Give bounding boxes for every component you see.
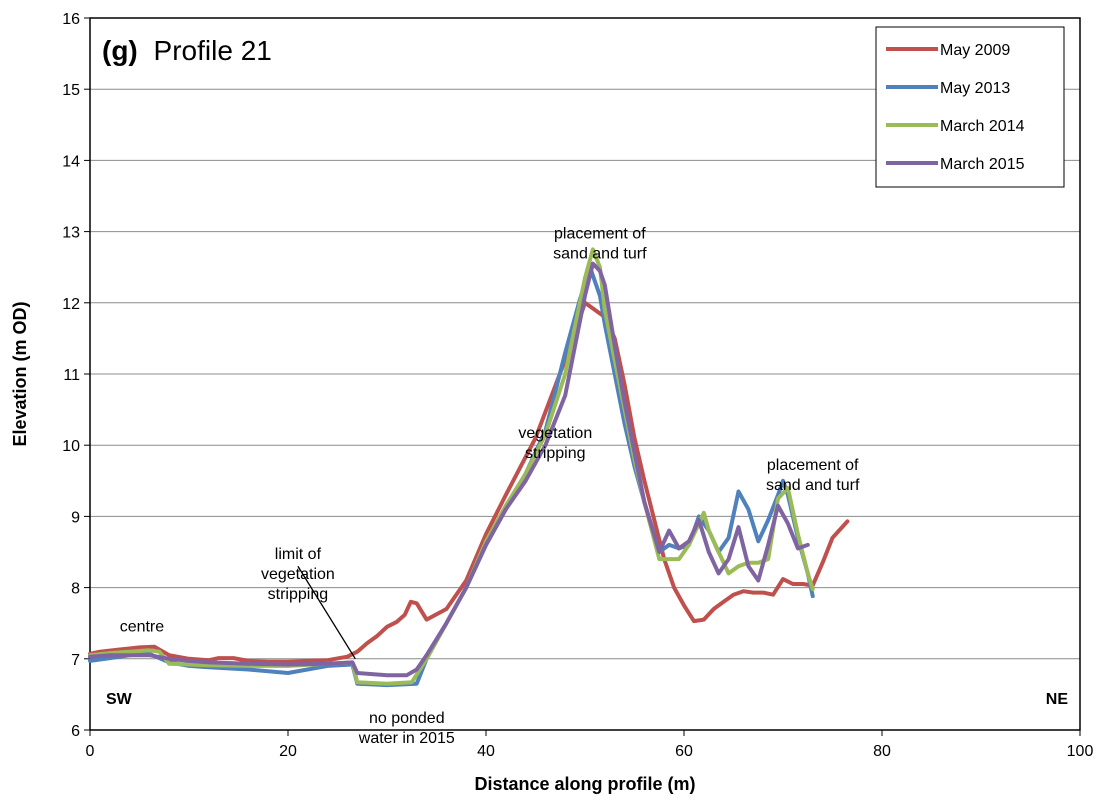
series-layer <box>88 247 850 688</box>
annotation-text: centre <box>120 619 165 636</box>
corner-label-sw: SW <box>106 691 133 708</box>
series-line-may-2009 <box>88 300 850 664</box>
annotation: centre <box>120 619 165 636</box>
x-axis-title: Distance along profile (m) <box>474 774 695 794</box>
annotation: no ponded water in 2015 <box>358 710 455 747</box>
x-tick-label: 60 <box>675 743 693 760</box>
annotation-text: placement of <box>767 457 859 474</box>
annotation-text: no ponded <box>369 710 445 727</box>
annotation-text: sand and turf <box>766 477 860 494</box>
x-tick-label: 20 <box>279 743 297 760</box>
annotation-text: water in 2015 <box>358 730 455 747</box>
y-tick-label: 16 <box>62 11 80 28</box>
series-line-may-2013 <box>88 265 815 688</box>
annotation-text: sand and turf <box>553 246 647 263</box>
panel-title: (g) Profile 21 <box>102 35 272 66</box>
y-tick-label: 12 <box>62 296 80 313</box>
y-tick-label: 10 <box>62 438 80 455</box>
axes-layer: 6 7 8 9 10 11 12 13 14 15 16 0 20 40 60 80 100 <box>62 11 1093 760</box>
legend-box <box>875 26 1065 188</box>
series-line-march-2015 <box>88 261 810 678</box>
annotation: placement of sand and turf <box>553 226 647 263</box>
annotation-pointer-line <box>297 565 356 660</box>
annotation-text: placement of <box>554 226 646 243</box>
annotation-text: vegetation <box>518 425 592 442</box>
y-tick-label: 9 <box>71 509 80 526</box>
panel-letter: (g) <box>102 35 138 66</box>
x-tick-label: 80 <box>873 743 891 760</box>
annotation-text: vegetation <box>261 566 335 583</box>
y-tick-label: 15 <box>62 82 80 99</box>
annotation-text: limit of <box>275 546 322 563</box>
y-tick-label: 7 <box>71 652 80 669</box>
y-tick-label: 11 <box>63 367 80 384</box>
y-tick-label: 6 <box>71 723 80 740</box>
legend-label: March 2014 <box>940 118 1025 135</box>
y-axis-title: Elevation (m OD) <box>10 301 30 446</box>
legend-label: March 2015 <box>940 156 1025 173</box>
legend-label: May 2013 <box>940 80 1010 97</box>
x-tick-label: 40 <box>477 743 495 760</box>
annotation-text: stripping <box>525 445 585 462</box>
series-line-march-2014 <box>88 247 815 686</box>
annotation: vegetation stripping <box>518 425 592 462</box>
legend-label: May 2009 <box>940 42 1010 59</box>
panel-title-text: Profile 21 <box>154 35 272 66</box>
legend: May 2009 May 2013 March 2014 March 2015 <box>875 26 1065 188</box>
x-tick-label: 0 <box>86 743 95 760</box>
x-tick-label: 100 <box>1067 743 1094 760</box>
y-tick-label: 13 <box>62 225 80 242</box>
annotation: placement of sand and turf <box>766 457 860 494</box>
y-tick-label: 8 <box>71 581 80 598</box>
corner-label-ne: NE <box>1046 691 1069 708</box>
annotation-layer: centre limit of vegetation stripping no pond… <box>120 226 860 747</box>
y-tick-label: 14 <box>62 153 80 170</box>
